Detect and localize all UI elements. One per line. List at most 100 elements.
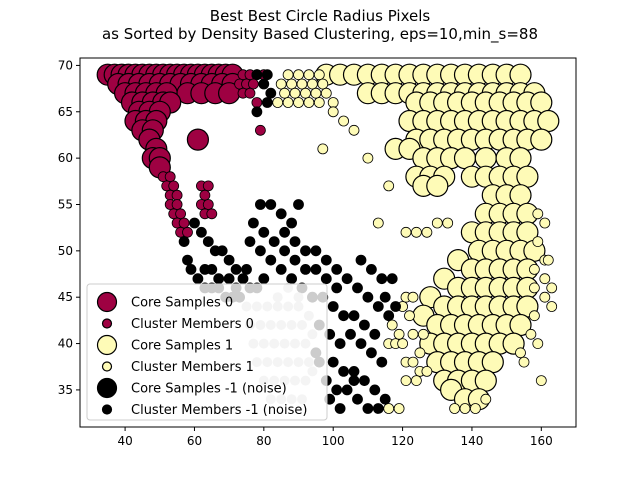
scatter-point	[383, 180, 395, 192]
scatter-point	[417, 328, 429, 340]
legend-box	[86, 283, 328, 421]
scatter-point	[442, 217, 454, 229]
scatter-point	[258, 226, 270, 238]
scatter-point	[379, 393, 391, 405]
scatter-point	[310, 245, 322, 257]
scatter-point	[529, 282, 540, 294]
y-axis: 35 40 45 50 55 60 65 70	[58, 58, 80, 397]
scatter-point	[362, 152, 374, 164]
scatter-point	[397, 338, 409, 350]
legend-marker	[96, 377, 118, 399]
x-tick-label: 160	[530, 434, 553, 448]
scatter-point	[306, 78, 318, 90]
y-tick-label: 50	[58, 244, 73, 258]
scatter-point	[386, 273, 398, 285]
scatter-point	[213, 273, 225, 285]
x-tick-label: 80	[256, 434, 271, 448]
scatter-point	[480, 393, 492, 405]
scatter-point	[372, 403, 384, 414]
scatter-point	[275, 208, 287, 220]
scatter-point	[535, 375, 547, 387]
scatter-point	[310, 263, 322, 275]
scatter-point	[286, 273, 298, 285]
scatter-point	[338, 115, 350, 127]
x-tick-label: 140	[460, 434, 483, 448]
scatter-point	[168, 180, 180, 192]
scatter-point	[400, 226, 412, 238]
scatter-point	[525, 328, 537, 340]
scatter-point	[303, 97, 315, 108]
scatter-point	[261, 97, 273, 108]
scatter-point	[289, 236, 301, 248]
scatter-point	[530, 91, 553, 114]
scatter-point	[258, 78, 270, 90]
scatter-point	[237, 273, 249, 285]
scatter-point	[376, 356, 388, 368]
scatter-point	[509, 184, 532, 207]
scatter-point	[206, 263, 218, 275]
scatter-point	[178, 236, 190, 248]
scatter-point	[254, 124, 266, 136]
scatter-point	[279, 226, 291, 238]
scatter-point	[303, 69, 315, 81]
scatter-point	[355, 254, 367, 266]
legend-marker	[101, 404, 113, 415]
scatter-point	[410, 375, 422, 387]
scatter-point	[474, 147, 497, 170]
scatter-point	[185, 263, 197, 275]
y-tick-label: 55	[58, 197, 73, 211]
scatter-point	[532, 338, 544, 350]
scatter-point	[348, 365, 360, 377]
y-tick-label: 45	[58, 290, 73, 304]
scatter-point	[279, 245, 291, 257]
scatter-point	[345, 328, 356, 340]
scatter-point	[532, 208, 544, 220]
scatter-point	[275, 78, 287, 90]
scatter-point	[171, 199, 183, 210]
x-tick-label: 100	[322, 434, 345, 448]
scatter-point	[532, 236, 544, 248]
scatter-point	[362, 403, 374, 414]
scatter-point	[296, 78, 308, 90]
scatter-point	[400, 375, 412, 387]
scatter-point	[182, 254, 193, 266]
scatter-point	[376, 273, 388, 285]
scatter-point	[383, 310, 395, 322]
scatter-point	[189, 217, 200, 229]
scatter-point	[407, 356, 419, 368]
scatter-point	[352, 282, 363, 294]
scatter-point	[251, 97, 263, 108]
legend-label: Cluster Members 0	[131, 317, 254, 332]
scatter-point	[300, 245, 311, 257]
scatter-point	[216, 245, 228, 257]
scatter-point	[320, 87, 332, 99]
scatter-point	[230, 263, 242, 275]
scatter-point	[327, 97, 339, 108]
scatter-point	[310, 87, 322, 99]
legend-label: Cluster Members -1 (noise)	[131, 403, 307, 418]
scatter-point	[247, 78, 259, 90]
scatter-point	[474, 369, 497, 392]
scatter-point	[331, 384, 343, 396]
y-tick-label: 60	[58, 151, 73, 165]
scatter-point	[300, 87, 311, 99]
scatter-point	[369, 328, 381, 340]
scatter-point	[331, 282, 343, 294]
scatter-point	[546, 301, 558, 312]
scatter-point	[338, 365, 350, 377]
scatter-point	[539, 291, 551, 303]
scatter-point	[383, 403, 395, 414]
scatter-point	[341, 384, 353, 396]
scatter-point	[265, 87, 277, 99]
scatter-point	[348, 124, 360, 136]
scatter-point	[286, 78, 298, 90]
chart-title: Best Best Circle Radius Pixels	[210, 7, 431, 25]
scatter-point	[459, 403, 471, 414]
scatter-point	[362, 291, 374, 303]
scatter-point	[509, 147, 532, 170]
scatter-point	[537, 109, 560, 133]
scatter-point	[261, 69, 273, 81]
scatter-point	[178, 217, 190, 229]
y-tick-label: 70	[58, 58, 73, 72]
